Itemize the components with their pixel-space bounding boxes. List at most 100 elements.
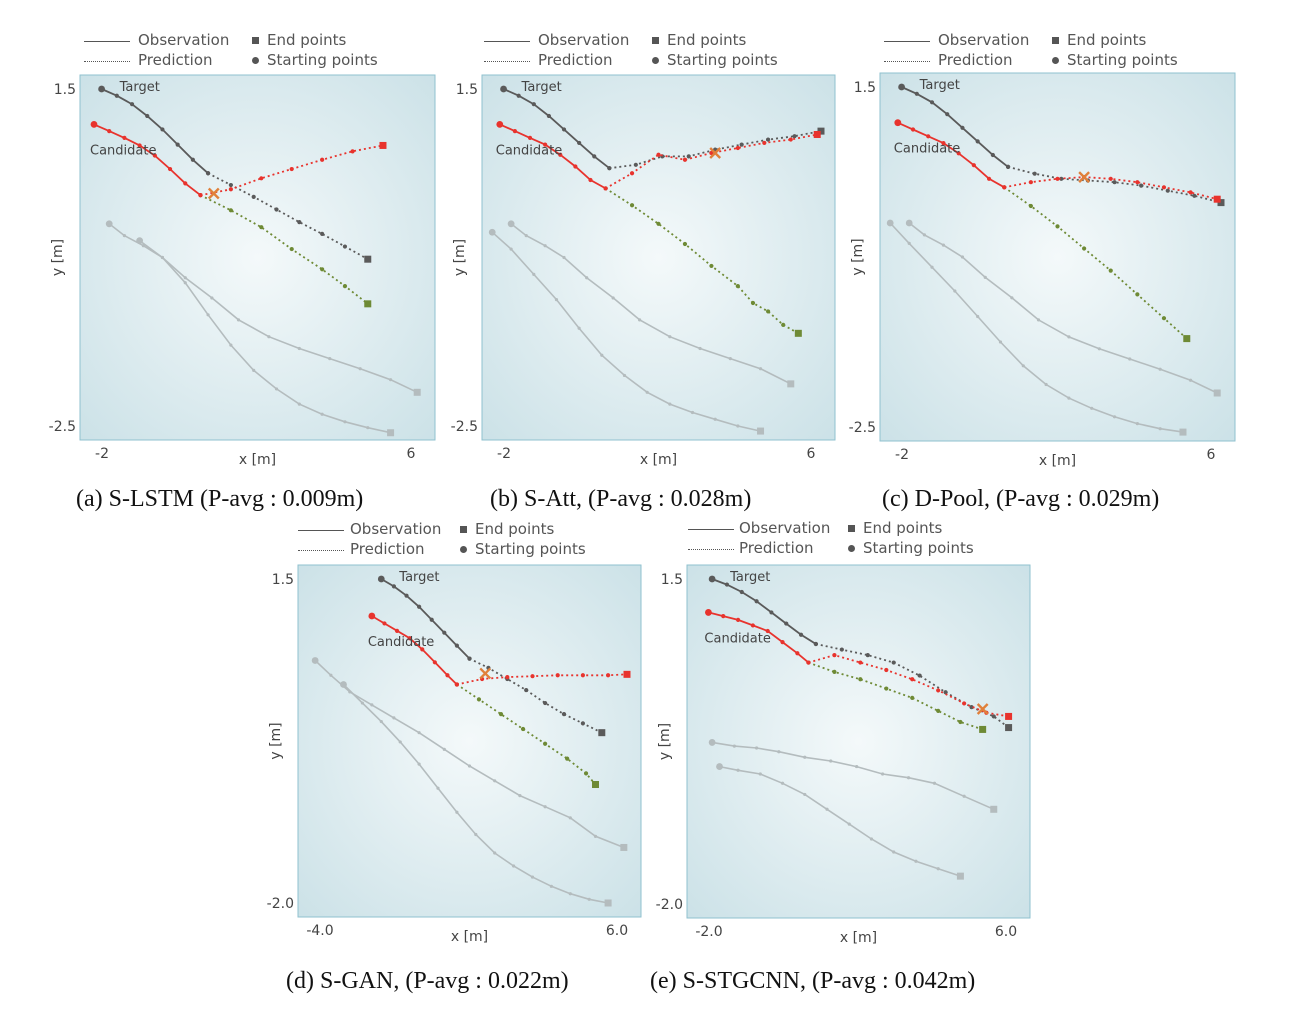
data-point-other bbox=[587, 897, 591, 901]
data-point-target-obs bbox=[114, 93, 119, 98]
subplot-a: Observation Prediction End points Starti… bbox=[0, 0, 440, 520]
data-point-target-obs bbox=[990, 152, 995, 158]
x-tick-label: 6 bbox=[807, 446, 816, 462]
data-point-target-obs bbox=[190, 157, 195, 162]
data-point-target-obs bbox=[417, 604, 422, 609]
legend-observation-label: Observation bbox=[138, 31, 230, 49]
collision-marker bbox=[207, 187, 220, 200]
data-point-candidate-gt bbox=[543, 741, 548, 746]
y-tick-label: 1.5 bbox=[272, 572, 294, 588]
starting-point bbox=[500, 85, 507, 93]
data-point-other bbox=[825, 807, 829, 811]
y-tick-label: 1.5 bbox=[854, 80, 876, 96]
data-point-candidate-obs bbox=[735, 617, 741, 622]
data-point-other bbox=[1010, 296, 1014, 300]
data-point-target-pred bbox=[991, 714, 996, 719]
data-point-other bbox=[932, 781, 937, 785]
data-point-other bbox=[236, 318, 241, 322]
data-point-target-obs bbox=[531, 102, 536, 107]
series-line-candidate-obs bbox=[499, 123, 607, 190]
data-point-candidate-gt bbox=[656, 221, 661, 226]
data-point-candidate-obs bbox=[420, 647, 425, 652]
data-point-candidate-obs bbox=[512, 129, 517, 134]
data-point-target-obs bbox=[442, 630, 447, 635]
data-point-candidate-gt bbox=[709, 263, 714, 269]
data-point-target-obs bbox=[798, 632, 804, 637]
end-point bbox=[1005, 724, 1013, 732]
data-point-other bbox=[512, 864, 516, 868]
data-point-candidate-obs bbox=[527, 135, 533, 140]
data-point-target-pred bbox=[633, 162, 638, 167]
annotation-candidate: Candidate bbox=[496, 143, 562, 158]
collision-stroke bbox=[709, 147, 722, 159]
data-point-candidate-pred bbox=[884, 667, 889, 673]
series-line-candidate-gt bbox=[808, 661, 983, 731]
subplot-c: Observation Prediction End points Starti… bbox=[800, 0, 1240, 520]
data-point-target-pred bbox=[686, 154, 691, 159]
plot-background bbox=[79, 74, 436, 441]
data-point-other bbox=[1112, 415, 1117, 419]
data-point-candidate-obs bbox=[765, 628, 770, 634]
data-point-other bbox=[1067, 335, 1071, 339]
legend-observation-label: Observation bbox=[739, 519, 831, 537]
legend: Observation Prediction End points Starti… bbox=[688, 518, 1008, 562]
annotation-target: Target bbox=[729, 570, 770, 585]
end-point bbox=[956, 872, 964, 880]
data-point-candidate-pred bbox=[228, 187, 233, 192]
data-point-other bbox=[1158, 367, 1162, 371]
series-line-target-obs bbox=[503, 88, 610, 169]
y-tick-label: -2.0 bbox=[656, 897, 683, 913]
data-point-candidate-gt bbox=[832, 669, 837, 674]
data-point-candidate-pred bbox=[603, 186, 608, 191]
plot-background bbox=[297, 564, 642, 918]
data-point-other bbox=[493, 779, 497, 783]
data-point-candidate-gt bbox=[682, 241, 688, 247]
data-point-target-obs bbox=[129, 102, 135, 107]
legend-prediction-line bbox=[884, 61, 930, 62]
data-point-target-obs bbox=[577, 140, 582, 146]
data-point-candidate-gt bbox=[289, 246, 294, 252]
starting-point bbox=[488, 228, 496, 236]
plot-area: 1.5 -2.5 -2 6 x [m] y [m] Target Candidate bbox=[49, 74, 436, 468]
data-point-other bbox=[1158, 427, 1162, 431]
data-point-other bbox=[518, 794, 522, 798]
x-tick-label: -2.0 bbox=[695, 924, 722, 940]
data-point-candidate-gt bbox=[735, 284, 740, 289]
data-point-target-obs bbox=[592, 154, 597, 159]
data-point-candidate-pred bbox=[762, 140, 767, 146]
data-point-target-obs bbox=[175, 142, 180, 147]
starting-point bbox=[136, 237, 144, 245]
data-point-other bbox=[183, 276, 187, 280]
legend-end-points-marker bbox=[652, 37, 659, 44]
data-point-candidate-gt bbox=[765, 309, 771, 314]
series-line-other bbox=[711, 741, 995, 811]
caption: (b) S-Att, (P-avg : 0.028m) bbox=[490, 486, 752, 512]
y-axis-label: y [m] bbox=[268, 722, 284, 759]
data-point-other bbox=[329, 673, 333, 677]
data-point-target-pred bbox=[891, 660, 896, 665]
legend: Observation Prediction End points Starti… bbox=[298, 519, 618, 563]
legend-end-points-marker bbox=[252, 37, 259, 44]
data-point-candidate-pred bbox=[320, 157, 325, 162]
data-point-candidate-gt bbox=[858, 677, 863, 682]
data-point-candidate-gt bbox=[1082, 246, 1087, 251]
data-point-other bbox=[509, 247, 513, 251]
data-point-other bbox=[455, 810, 459, 814]
annotation-target: Target bbox=[521, 80, 562, 95]
series-line-candidate-obs bbox=[93, 123, 202, 196]
data-point-target-pred bbox=[580, 721, 585, 726]
data-point-target-pred bbox=[320, 231, 325, 237]
data-point-candidate-obs bbox=[445, 673, 450, 678]
data-point-candidate-pred bbox=[629, 171, 635, 176]
data-point-target-obs bbox=[546, 113, 552, 119]
x-axis-label: x [m] bbox=[1039, 453, 1076, 469]
starting-point bbox=[708, 575, 716, 583]
data-point-target-obs bbox=[145, 113, 150, 119]
data-point-candidate-gt bbox=[936, 708, 941, 713]
end-point bbox=[787, 380, 795, 388]
starting-point bbox=[708, 739, 716, 746]
data-point-other bbox=[442, 747, 446, 751]
series-line-candidate-gt bbox=[1003, 186, 1188, 340]
legend-observation-line bbox=[298, 530, 344, 531]
data-point-candidate-gt bbox=[583, 771, 589, 776]
